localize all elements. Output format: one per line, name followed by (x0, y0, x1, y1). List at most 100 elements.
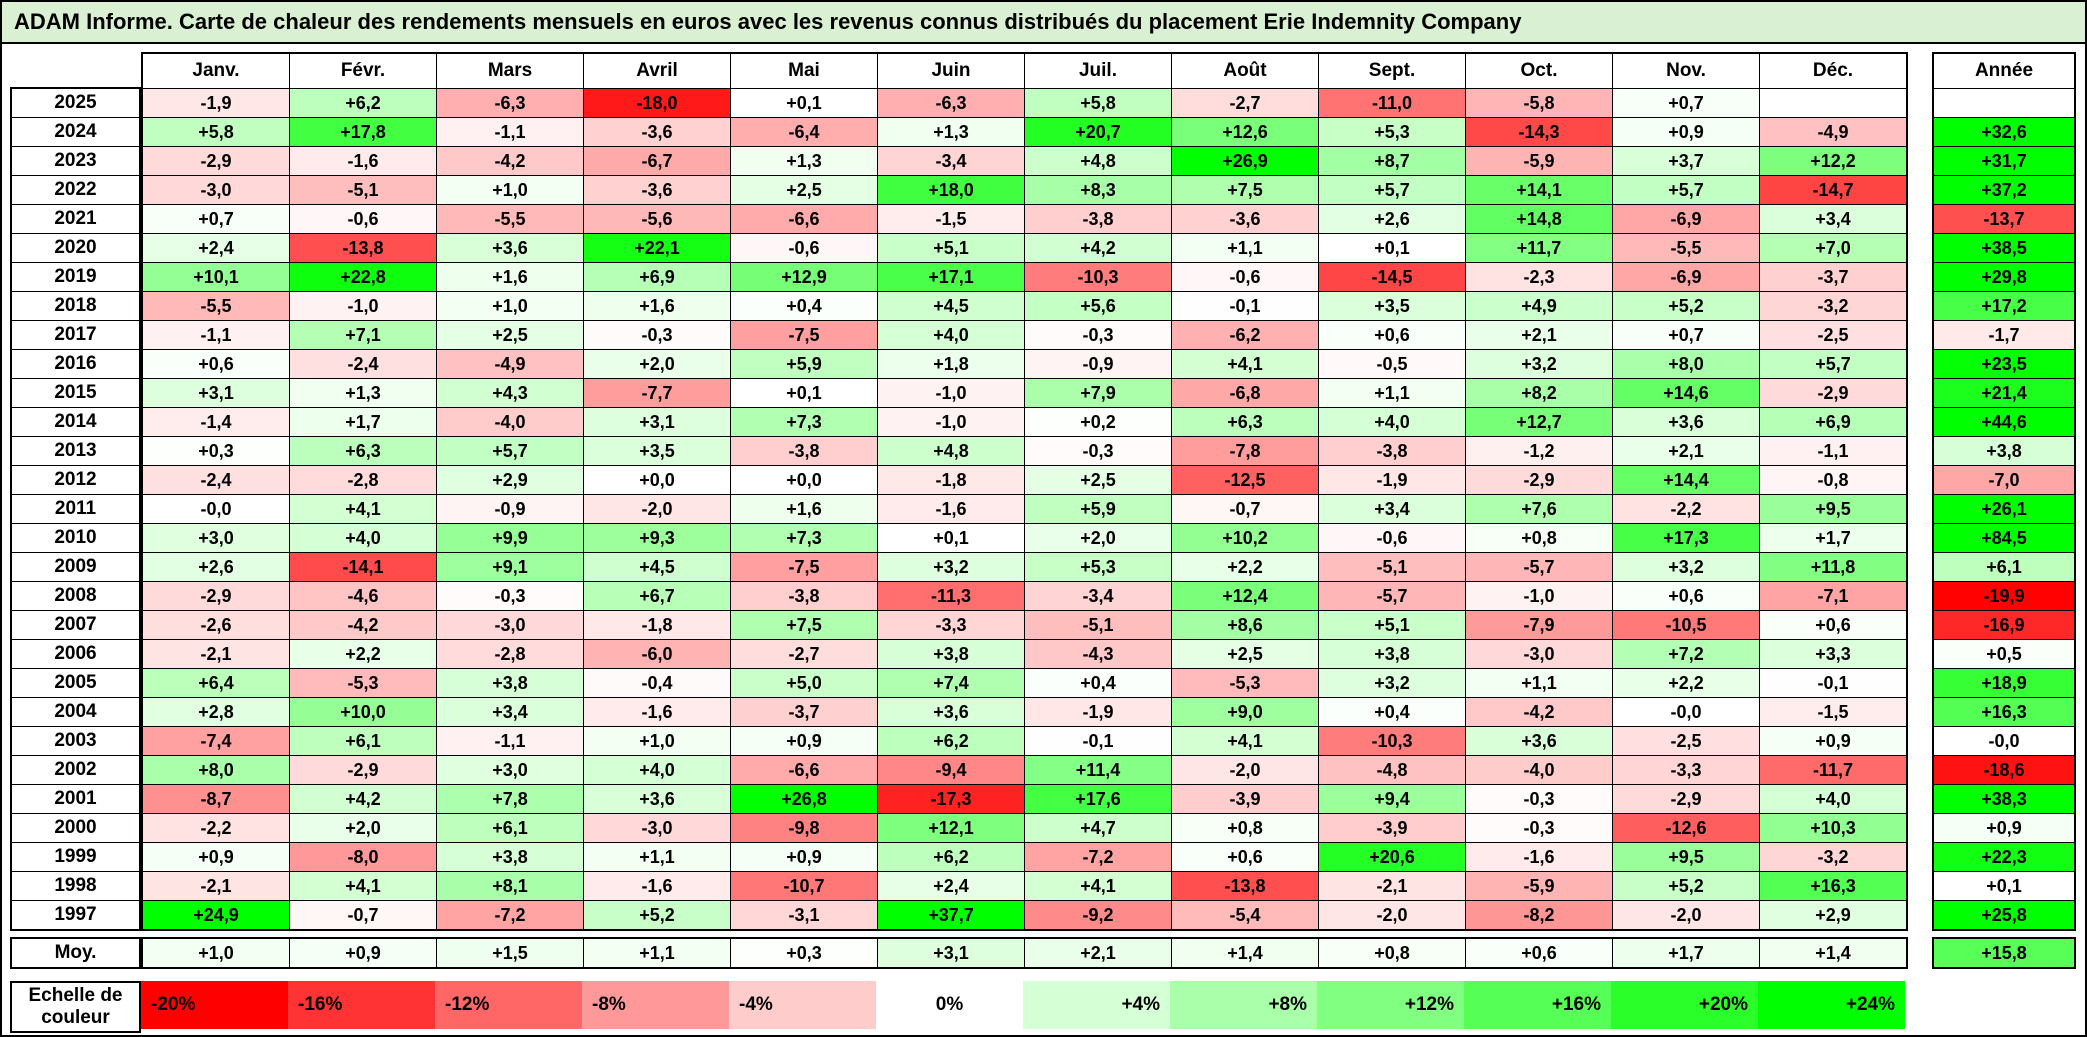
annual-heatmap-cell: +37,2 (1934, 176, 2074, 204)
annual-average-box: +15,8 (1932, 937, 2076, 969)
heatmap-cell: +3,2 (1613, 553, 1759, 581)
heatmap-cell: -6,6 (731, 756, 877, 784)
annual-heatmap-cell: +0,1 (1934, 872, 2074, 900)
heatmap-cell: +7,8 (437, 785, 583, 813)
heatmap-cell: -2,8 (437, 640, 583, 668)
heatmap-cell: -10,3 (1319, 727, 1465, 755)
year-label: 2016 (12, 350, 139, 378)
year-label: 2012 (12, 466, 139, 494)
heatmap-cell: +2,5 (437, 321, 583, 349)
heatmap-cell: +4,0 (1760, 785, 1906, 813)
heatmap-cell: -18,0 (584, 89, 730, 117)
heatmap-cell: +16,3 (1760, 872, 1906, 900)
average-heatmap-cell: +1,7 (1613, 939, 1759, 967)
heatmap-cell: +9,0 (1172, 698, 1318, 726)
heatmap-cell: -5,1 (290, 176, 436, 204)
month-header: Déc. (1760, 54, 1906, 88)
heatmap-cell: -1,6 (290, 147, 436, 175)
heatmap-cell: +5,7 (437, 437, 583, 465)
heatmap-cell: +9,5 (1760, 495, 1906, 523)
heatmap-cell: -9,8 (731, 814, 877, 842)
heatmap-cell: +1,6 (731, 495, 877, 523)
heatmap-cell: +3,4 (1319, 495, 1465, 523)
heatmap-cell: -8,2 (1466, 901, 1612, 929)
heatmap-cell: +3,7 (1613, 147, 1759, 175)
heatmap-cell: -0,3 (437, 582, 583, 610)
heatmap-cell: +10,3 (1760, 814, 1906, 842)
average-row-values: +1,0 +0,9 +1,5 +1,1 +0,3 +3,1 +2,1 +1,4 +0,8 +0,6… (141, 937, 1908, 969)
annual-heatmap-cell: +29,8 (1934, 263, 2074, 291)
heatmap-cell: +7,5 (731, 611, 877, 639)
heatmap-cell: +0,6 (1319, 321, 1465, 349)
heatmap-cell: +3,5 (584, 437, 730, 465)
heatmap-cell: -2,4 (143, 466, 289, 494)
heatmap-cell: -7,2 (437, 901, 583, 929)
heatmap-cell: -2,4 (290, 350, 436, 378)
heatmap-cell: -7,2 (1025, 843, 1171, 871)
heatmap-cell: -14,7 (1760, 176, 1906, 204)
heatmap-cell: +1,1 (1466, 669, 1612, 697)
heatmap-cell: +2,0 (290, 814, 436, 842)
average-heatmap-cell: +0,8 (1319, 939, 1465, 967)
color-scale-segment: +12% (1317, 981, 1464, 1029)
heatmap-cell: +4,0 (878, 321, 1024, 349)
heatmap-cell: +4,1 (1025, 872, 1171, 900)
heatmap-cell: +8,7 (1319, 147, 1465, 175)
average-heatmap-cell: +1,5 (437, 939, 583, 967)
heatmap-cell: -6,3 (437, 89, 583, 117)
heatmap-cell: -0,3 (1466, 814, 1612, 842)
color-scale-segment: -8% (582, 981, 729, 1029)
heatmap-cell: -1,1 (1760, 437, 1906, 465)
heatmap-cell: -0,7 (290, 901, 436, 929)
months-column-wrapper: Janv. Févr. Mars Avril Mai Juin Juil. Août Sept.… (141, 52, 1908, 969)
heatmap-cell: -1,0 (878, 408, 1024, 436)
year-label: 2019 (12, 263, 139, 291)
heatmap-cell: +4,0 (1319, 408, 1465, 436)
heatmap-cell: -7,9 (1466, 611, 1612, 639)
heatmap-cell: -5,9 (1466, 872, 1612, 900)
heatmap-cell: +1,7 (290, 408, 436, 436)
annual-heatmap-cell: +6,1 (1934, 553, 2074, 581)
heatmap-cell: +4,7 (1025, 814, 1171, 842)
heatmap-cell: +3,2 (1466, 350, 1612, 378)
heatmap-cell: +6,9 (584, 263, 730, 291)
heatmap-cell: +0,6 (1172, 843, 1318, 871)
heatmap-cell: +2,9 (437, 466, 583, 494)
heatmap-cell: -2,2 (1613, 495, 1759, 523)
heatmap-cell: +1,0 (437, 176, 583, 204)
heatmap-cell: -0,9 (1025, 350, 1171, 378)
heatmap-cell: +4,1 (290, 872, 436, 900)
heatmap-cell: +3,6 (437, 234, 583, 262)
heatmap-cell: +26,9 (1172, 147, 1318, 175)
heatmap-cell: -2,0 (1613, 901, 1759, 929)
heatmap-cell: -6,9 (1613, 263, 1759, 291)
heatmap-cell: +3,4 (1760, 205, 1906, 233)
heatmap-cell: +7,1 (290, 321, 436, 349)
heatmap-cell: -2,8 (290, 466, 436, 494)
heatmap-cell: -3,3 (878, 611, 1024, 639)
heatmap-cell: -0,1 (1025, 727, 1171, 755)
heatmap-cell: -5,4 (1172, 901, 1318, 929)
annual-heatmap-cell: -18,6 (1934, 756, 2074, 784)
annual-heatmap-cell: +0,9 (1934, 814, 2074, 842)
color-scale-segment: +8% (1170, 981, 1317, 1029)
heatmap-cell: +2,6 (143, 553, 289, 581)
heatmap-cell: +4,1 (1172, 727, 1318, 755)
annual-header: Année (1934, 54, 2074, 88)
annual-heatmap-cell: +32,6 (1934, 118, 2074, 146)
heatmap-cell: -6,4 (731, 118, 877, 146)
heatmap-cell: +5,8 (1025, 89, 1171, 117)
heatmap-cell: +6,1 (290, 727, 436, 755)
heatmap-cell: +3,6 (1613, 408, 1759, 436)
heatmap-cell: -0,5 (1319, 350, 1465, 378)
color-scale-segment: +20% (1611, 981, 1758, 1029)
heatmap-cell: -0,6 (1172, 263, 1318, 291)
year-label: 2018 (12, 292, 139, 320)
heatmap-cell: -13,8 (1172, 872, 1318, 900)
heatmap-cell: +4,1 (1172, 350, 1318, 378)
heatmap-cell: -8,0 (290, 843, 436, 871)
heatmap-cell: +7,9 (1025, 379, 1171, 407)
heatmap-cell: -0,1 (1760, 669, 1906, 697)
heatmap-cell: -5,7 (1319, 582, 1465, 610)
